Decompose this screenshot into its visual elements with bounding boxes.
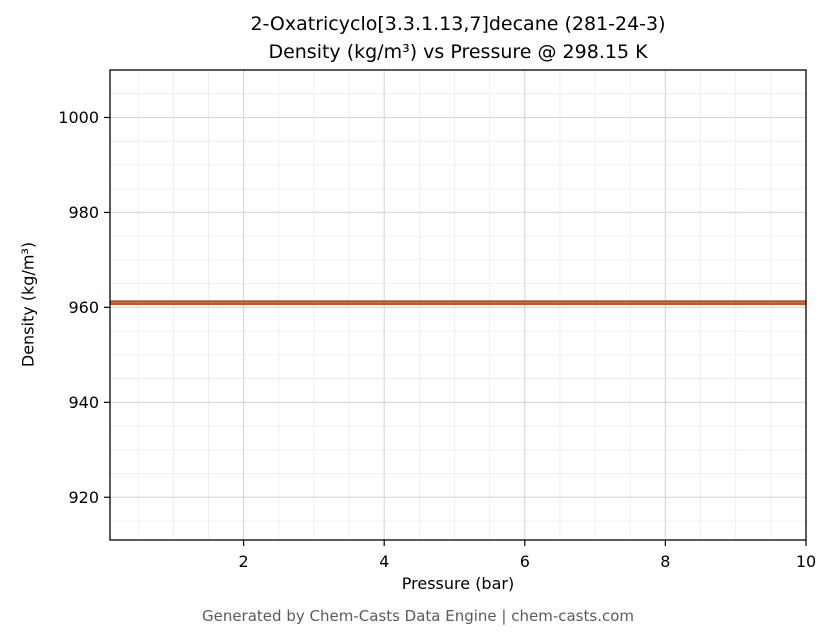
x-tick-label: 8 (660, 552, 670, 571)
y-tick-label: 1000 (58, 108, 99, 127)
y-tick-label: 960 (68, 298, 99, 317)
plot-border (109, 69, 807, 541)
x-tick-label: 4 (379, 552, 389, 571)
x-tick-label: 6 (520, 552, 530, 571)
y-tick-label: 980 (68, 203, 99, 222)
x-axis-label: Pressure (bar) (401, 574, 515, 593)
chart-title-line1: 2-Oxatricyclo[3.3.1.13,7]decane (281-24-… (250, 13, 666, 35)
footer-credit: Generated by Chem-Casts Data Engine | ch… (201, 607, 635, 625)
y-tick-label: 940 (68, 393, 99, 412)
x-tick-label: 2 (238, 552, 248, 571)
y-tick-label: 920 (68, 488, 99, 507)
x-tick-label: 10 (796, 552, 816, 571)
chart-title: 2-Oxatricyclo[3.3.1.13,7]decane (281-24-… (110, 10, 806, 66)
y-axis-label: Density (kg/m³) (18, 241, 38, 368)
chart-title-line2: Density (kg/m³) vs Pressure @ 298.15 K (268, 41, 648, 63)
